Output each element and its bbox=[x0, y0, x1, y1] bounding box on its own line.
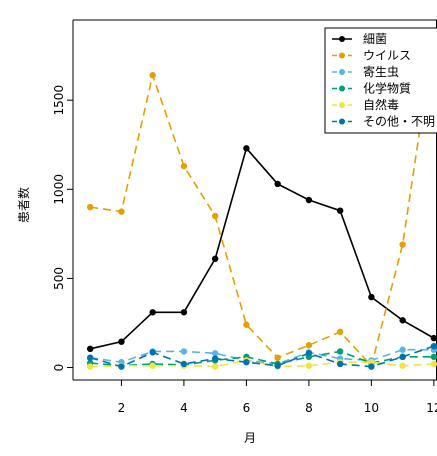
data-point bbox=[149, 363, 155, 369]
data-point bbox=[274, 363, 280, 369]
data-point bbox=[243, 145, 249, 151]
legend-swatch-point bbox=[339, 53, 345, 59]
y-tick-label: 500 bbox=[52, 267, 66, 290]
data-point bbox=[243, 359, 249, 365]
data-point bbox=[212, 213, 218, 219]
data-point bbox=[181, 361, 187, 367]
data-point bbox=[149, 309, 155, 315]
legend-label: 化学物質 bbox=[363, 81, 411, 96]
data-point bbox=[431, 335, 437, 341]
data-point bbox=[87, 346, 93, 352]
data-point bbox=[87, 204, 93, 210]
data-point bbox=[118, 363, 124, 369]
x-tick-label: 12 bbox=[426, 401, 437, 415]
legend-swatch-point bbox=[339, 36, 345, 42]
data-point bbox=[274, 355, 280, 361]
data-point bbox=[212, 256, 218, 262]
y-axis-ticks: 0 500 1000 1500 bbox=[52, 85, 73, 371]
data-point bbox=[431, 343, 437, 349]
data-point bbox=[399, 354, 405, 360]
legend-label: その他・不明 bbox=[363, 115, 435, 129]
x-axis-title: 月 bbox=[244, 431, 256, 445]
data-point bbox=[368, 363, 374, 369]
data-point bbox=[306, 197, 312, 203]
data-point bbox=[118, 338, 124, 344]
legend-label: ウイルス bbox=[363, 49, 411, 63]
x-tick-label: 8 bbox=[305, 401, 313, 415]
data-point bbox=[399, 241, 405, 247]
data-point bbox=[149, 72, 155, 78]
x-tick-label: 6 bbox=[243, 401, 251, 415]
data-point bbox=[181, 309, 187, 315]
data-point bbox=[399, 317, 405, 323]
series-1 bbox=[87, 145, 437, 352]
data-point bbox=[399, 363, 405, 369]
data-point bbox=[368, 294, 374, 300]
data-point bbox=[337, 361, 343, 367]
data-point bbox=[431, 354, 437, 360]
data-point bbox=[181, 163, 187, 169]
x-tick-label: 2 bbox=[118, 401, 126, 415]
legend-swatch-point bbox=[339, 69, 345, 75]
data-point bbox=[431, 361, 437, 367]
legend-label: 細菌 bbox=[363, 32, 387, 46]
x-tick-label: 10 bbox=[364, 401, 379, 415]
data-point bbox=[306, 363, 312, 369]
x-axis-ticks: 2 4 6 8 10 12 bbox=[118, 380, 437, 415]
data-point bbox=[212, 355, 218, 361]
legend-swatch-point bbox=[339, 119, 345, 125]
y-tick-label: 0 bbox=[52, 364, 66, 372]
legend-swatch-point bbox=[339, 102, 345, 108]
y-tick-label: 1500 bbox=[52, 85, 66, 116]
x-tick-label: 4 bbox=[180, 401, 188, 415]
data-point bbox=[274, 181, 280, 187]
legend-label: 自然毒 bbox=[363, 97, 399, 112]
data-point bbox=[337, 207, 343, 213]
data-point bbox=[87, 363, 93, 369]
data-point bbox=[212, 363, 218, 369]
legend-swatch-point bbox=[339, 86, 345, 92]
data-point bbox=[399, 347, 405, 353]
data-point bbox=[118, 208, 124, 214]
data-point bbox=[306, 350, 312, 356]
data-point bbox=[306, 342, 312, 348]
y-axis-title: 患者数 bbox=[16, 187, 31, 223]
data-point bbox=[87, 355, 93, 361]
data-point bbox=[337, 329, 343, 335]
data-point bbox=[149, 349, 155, 355]
legend-label: 寄生虫 bbox=[363, 64, 399, 79]
data-point bbox=[181, 348, 187, 354]
series-line bbox=[90, 148, 434, 348]
y-tick-label: 1000 bbox=[52, 174, 66, 205]
data-point bbox=[337, 348, 343, 354]
data-point bbox=[243, 322, 249, 328]
